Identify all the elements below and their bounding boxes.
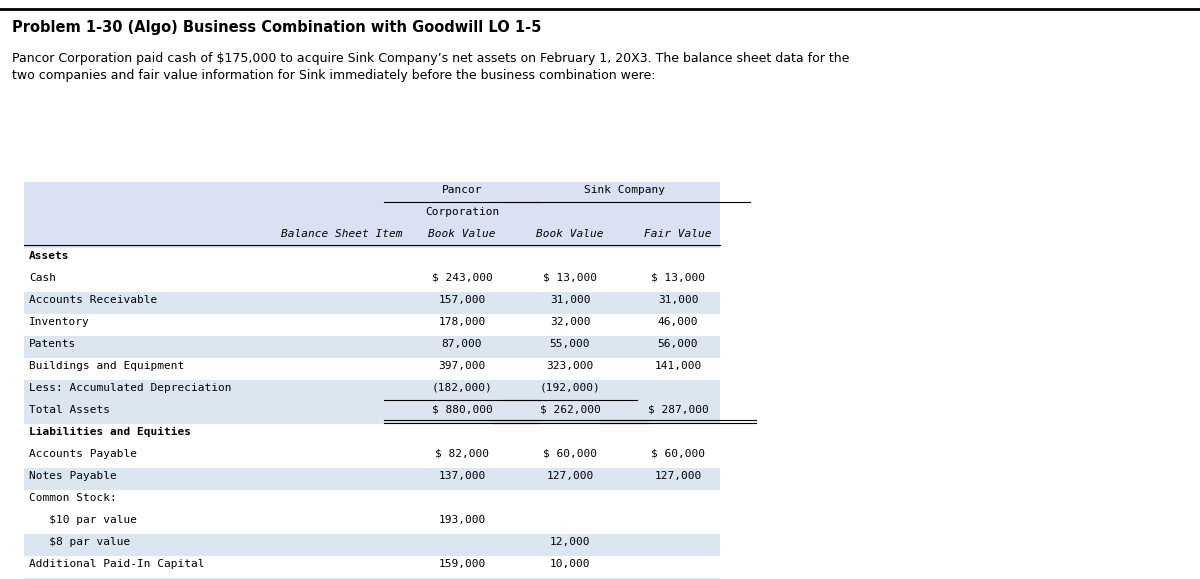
Bar — [24, 380, 720, 402]
Text: $ 60,000: $ 60,000 — [542, 449, 598, 459]
Text: Less: Accumulated Depreciation: Less: Accumulated Depreciation — [29, 383, 232, 393]
Text: Buildings and Equipment: Buildings and Equipment — [29, 361, 184, 371]
Text: 127,000: 127,000 — [546, 471, 594, 481]
Text: Pancor: Pancor — [442, 185, 482, 195]
Text: 178,000: 178,000 — [438, 317, 486, 327]
Bar — [24, 402, 720, 424]
Bar — [24, 468, 720, 490]
Text: $8 par value: $8 par value — [29, 537, 130, 547]
Text: Book Value: Book Value — [536, 229, 604, 239]
Text: 127,000: 127,000 — [654, 471, 702, 481]
Bar — [24, 578, 720, 579]
Text: Corporation: Corporation — [425, 207, 499, 217]
Bar — [24, 534, 720, 556]
Text: (192,000): (192,000) — [540, 383, 600, 393]
Text: 55,000: 55,000 — [550, 339, 590, 349]
Text: 87,000: 87,000 — [442, 339, 482, 349]
Text: Assets: Assets — [29, 251, 70, 261]
Text: $ 880,000: $ 880,000 — [432, 405, 492, 415]
Text: 12,000: 12,000 — [550, 537, 590, 547]
Text: Accounts Payable: Accounts Payable — [29, 449, 137, 459]
Text: Pancor Corporation paid cash of $175,000 to acquire Sink Company’s net assets on: Pancor Corporation paid cash of $175,000… — [12, 52, 850, 82]
Text: 323,000: 323,000 — [546, 361, 594, 371]
Text: Notes Payable: Notes Payable — [29, 471, 116, 481]
Text: $ 13,000: $ 13,000 — [650, 273, 704, 283]
Text: $ 13,000: $ 13,000 — [542, 273, 598, 283]
Text: 32,000: 32,000 — [550, 317, 590, 327]
Text: $ 287,000: $ 287,000 — [648, 405, 708, 415]
Text: $ 82,000: $ 82,000 — [436, 449, 490, 459]
Bar — [24, 292, 720, 314]
Bar — [24, 336, 720, 358]
Text: 31,000: 31,000 — [550, 295, 590, 305]
Text: 10,000: 10,000 — [550, 559, 590, 569]
Text: Liabilities and Equities: Liabilities and Equities — [29, 427, 191, 437]
Text: $ 243,000: $ 243,000 — [432, 273, 492, 283]
Text: Problem 1-30 (Algo) Business Combination with Goodwill LO 1-5: Problem 1-30 (Algo) Business Combination… — [12, 20, 541, 35]
Text: Common Stock:: Common Stock: — [29, 493, 116, 503]
Text: Accounts Receivable: Accounts Receivable — [29, 295, 157, 305]
Text: Cash: Cash — [29, 273, 55, 283]
Text: Fair Value: Fair Value — [644, 229, 712, 239]
Text: 31,000: 31,000 — [658, 295, 698, 305]
Text: Additional Paid-In Capital: Additional Paid-In Capital — [29, 559, 204, 569]
Text: 193,000: 193,000 — [438, 515, 486, 525]
Bar — [24, 182, 720, 248]
Text: 137,000: 137,000 — [438, 471, 486, 481]
Text: Sink Company: Sink Company — [583, 185, 665, 195]
Text: Total Assets: Total Assets — [29, 405, 110, 415]
Text: 141,000: 141,000 — [654, 361, 702, 371]
Text: 46,000: 46,000 — [658, 317, 698, 327]
Text: 157,000: 157,000 — [438, 295, 486, 305]
Text: $ 262,000: $ 262,000 — [540, 405, 600, 415]
Text: $ 60,000: $ 60,000 — [650, 449, 704, 459]
Text: 159,000: 159,000 — [438, 559, 486, 569]
Text: (182,000): (182,000) — [432, 383, 492, 393]
Text: Inventory: Inventory — [29, 317, 90, 327]
Text: Patents: Patents — [29, 339, 76, 349]
Text: Book Value: Book Value — [428, 229, 496, 239]
Text: 56,000: 56,000 — [658, 339, 698, 349]
Text: Balance Sheet Item: Balance Sheet Item — [281, 229, 403, 239]
Text: $10 par value: $10 par value — [29, 515, 137, 525]
Text: 397,000: 397,000 — [438, 361, 486, 371]
